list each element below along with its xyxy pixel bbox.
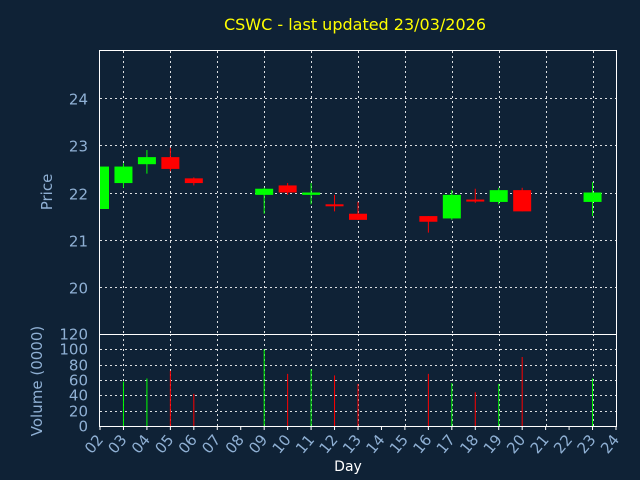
- candle-body: [302, 192, 321, 195]
- x-tick-label: 21: [527, 431, 553, 457]
- x-tick-label: 22: [550, 431, 576, 457]
- x-tick-label: 08: [222, 431, 248, 457]
- candle-body: [278, 185, 297, 193]
- x-tick-label: 03: [104, 431, 130, 457]
- volume-tick-label: 120: [59, 326, 88, 344]
- x-tick-label: 09: [245, 431, 271, 457]
- candle-body: [255, 188, 274, 195]
- price-y-ticks: 20 21 22 23 24: [69, 91, 88, 298]
- candle-body: [349, 213, 367, 220]
- x-tick-label: 17: [433, 431, 459, 457]
- price-axis-label: Price: [38, 174, 56, 211]
- candle-body: [442, 194, 461, 219]
- x-tick-label: 06: [175, 431, 201, 457]
- x-tick-label: 15: [386, 431, 412, 457]
- price-tick-label: 24: [69, 91, 88, 109]
- volume-tick-label: 60: [69, 372, 88, 390]
- candle-body: [114, 166, 133, 184]
- x-tick-label: 18: [456, 431, 482, 457]
- x-axis-label: Day: [334, 459, 362, 475]
- volume-panel-frame: [99, 334, 617, 427]
- candles: [99, 147, 602, 233]
- x-tick-label: 11: [292, 431, 318, 457]
- volume-tick-label: 100: [59, 341, 88, 359]
- candle-body: [161, 157, 180, 169]
- candle-body: [466, 199, 485, 202]
- x-tick-label: 23: [574, 431, 600, 457]
- candle-body: [513, 190, 532, 212]
- x-tick-label: 24: [597, 431, 623, 457]
- x-ticks: 0203040506070809101112131415161718192021…: [81, 426, 623, 457]
- volume-tick-label: 40: [69, 387, 88, 405]
- candle-body: [419, 216, 438, 222]
- volume-bars: [122, 349, 594, 426]
- chart-title: CSWC - last updated 23/03/2026: [224, 15, 486, 34]
- price-tick-label: 21: [69, 233, 88, 251]
- volume-axis-label: Volume (0000): [28, 326, 46, 436]
- candle-body: [184, 178, 203, 184]
- candle-body: [100, 166, 109, 210]
- x-tick-label: 12: [316, 431, 342, 457]
- price-tick-label: 20: [69, 280, 88, 298]
- price-tick-label: 22: [69, 186, 88, 204]
- x-tick-label: 04: [128, 431, 154, 457]
- x-tick-label: 13: [339, 431, 365, 457]
- volume-tick-label: 80: [69, 357, 88, 375]
- candle-body: [583, 192, 602, 202]
- x-tick-label: 20: [503, 431, 529, 457]
- x-tick-label: 05: [151, 431, 177, 457]
- volume-tick-label: 0: [78, 418, 88, 436]
- candle-body: [325, 204, 344, 207]
- x-tick-label: 07: [198, 431, 224, 457]
- x-tick-label: 14: [362, 431, 388, 457]
- candle-body: [489, 190, 508, 202]
- price-grid: [100, 51, 616, 334]
- candle-body: [137, 157, 156, 165]
- x-tick-label: 16: [409, 431, 435, 457]
- price-tick-label: 23: [69, 138, 88, 156]
- x-tick-label: 19: [480, 431, 506, 457]
- volume-tick-label: 20: [69, 403, 88, 421]
- x-tick-label: 10: [269, 431, 295, 457]
